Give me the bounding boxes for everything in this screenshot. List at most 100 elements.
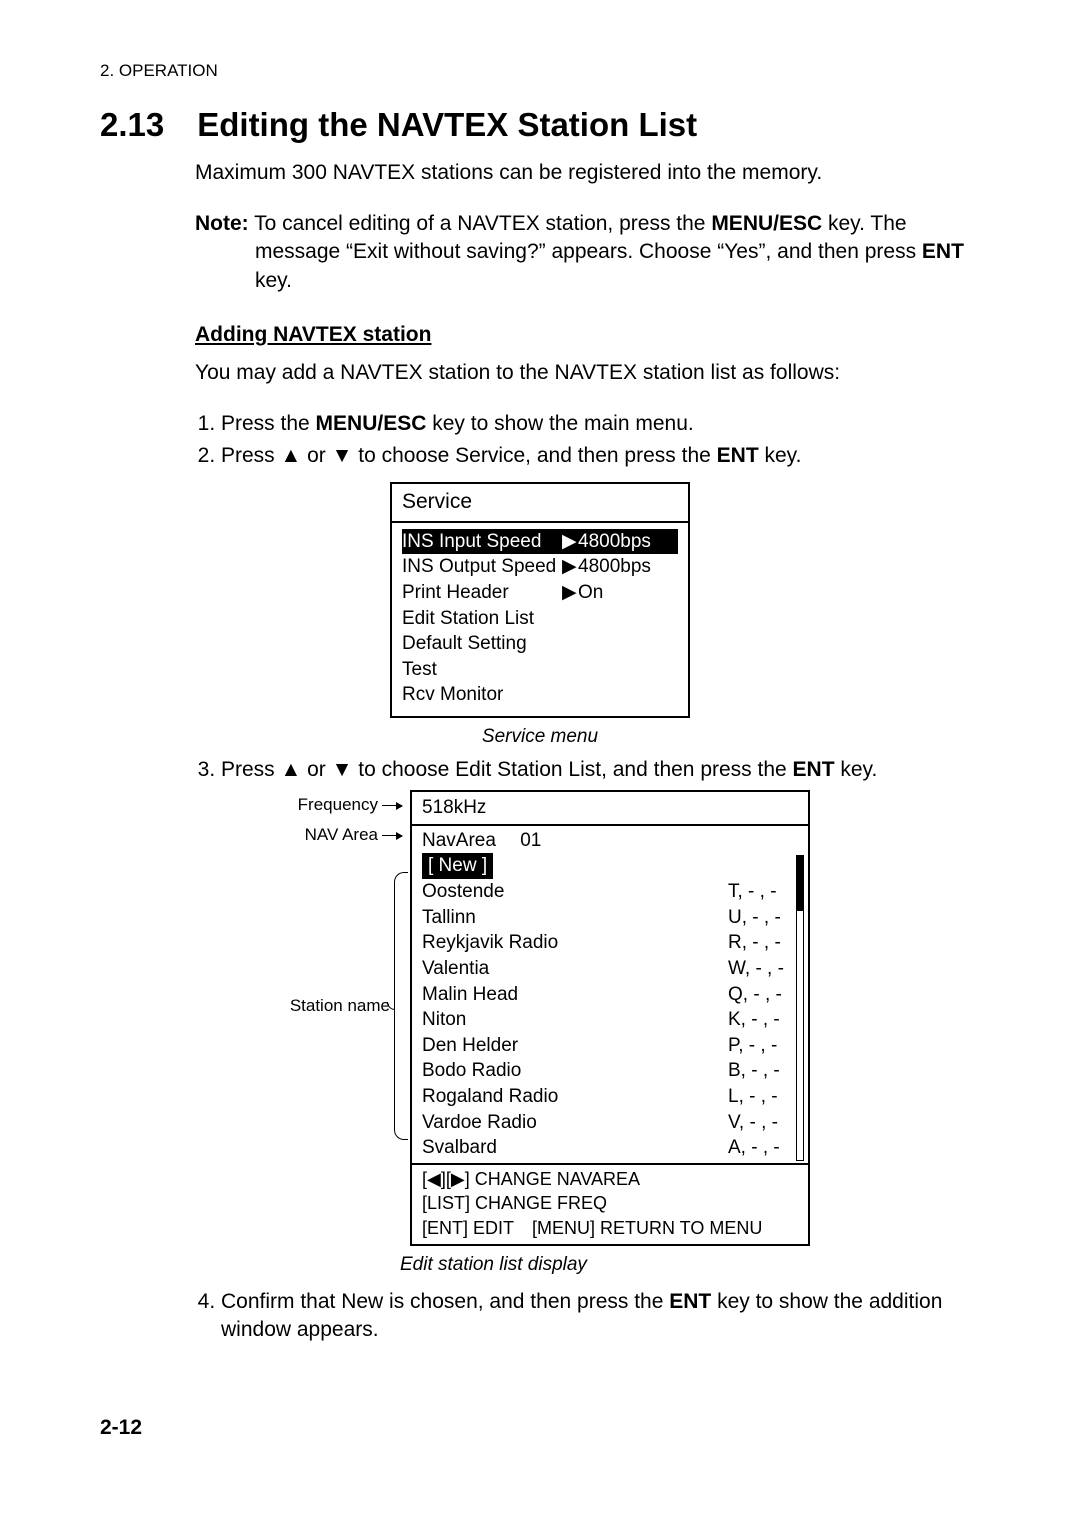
esl-foot-line3: [ENT] EDIT [MENU] RETURN TO MENU xyxy=(422,1216,798,1240)
menu-row-value xyxy=(578,682,678,708)
service-menu-row: Default Setting xyxy=(402,631,678,657)
menu-row-label: Print Header xyxy=(402,580,562,606)
page-number: 2-12 xyxy=(100,1414,980,1442)
step4-text-a: Confirm that New is chosen, and then pre… xyxy=(221,1290,669,1313)
esl-caption: Edit station list display xyxy=(400,1252,980,1278)
menu-row-arrow-icon xyxy=(562,682,578,708)
menu-row-value: On xyxy=(578,580,678,606)
label-navarea: NAV Area xyxy=(305,824,402,847)
service-menu-row: INS Output Speed▶4800bps xyxy=(402,554,678,580)
service-menu-body: INS Input Speed▶4800bpsINS Output Speed▶… xyxy=(392,529,688,716)
menu-row-value: 4800bps xyxy=(578,529,678,555)
arrow-icon xyxy=(382,805,402,806)
step4-key: ENT xyxy=(669,1290,711,1313)
edit-station-list-wrap: Frequency NAV Area Station name 518kHz N… xyxy=(100,790,980,1246)
adding-station-heading: Adding NAVTEX station xyxy=(195,321,980,349)
note-key-2: ENT xyxy=(922,240,964,263)
step-1: Press the MENU/ESC key to show the main … xyxy=(221,410,980,438)
edit-station-list-box: 518kHz NavArea 01 [ New ] OostendeT, - ,… xyxy=(410,790,810,1246)
station-name: Malin Head xyxy=(422,982,728,1008)
section-title: 2.13 Editing the NAVTEX Station List xyxy=(100,103,980,148)
station-row: Den HelderP, - , - xyxy=(422,1033,798,1059)
station-code: K, - , - xyxy=(728,1007,798,1033)
station-name: Oostende xyxy=(422,879,728,905)
arrow-icon xyxy=(382,835,402,836)
menu-row-arrow-icon: ▶ xyxy=(562,529,578,555)
menu-row-arrow-icon xyxy=(562,631,578,657)
station-code: P, - , - xyxy=(728,1033,798,1059)
page-header: 2. OPERATION xyxy=(100,60,980,83)
station-row: Vardoe RadioV, - , - xyxy=(422,1110,798,1136)
service-menu-row: Edit Station List xyxy=(402,606,678,632)
station-name: Svalbard xyxy=(422,1135,728,1161)
esl-footer: [◀][▶] CHANGE NAVAREA [LIST] CHANGE FREQ… xyxy=(412,1163,808,1244)
scrollbar xyxy=(796,855,804,1161)
station-row: ValentiaW, - , - xyxy=(422,956,798,982)
menu-row-label: INS Input Speed xyxy=(402,529,562,555)
step-2: Press ▲ or ▼ to choose Service, and then… xyxy=(221,442,980,470)
note-text-1: To cancel editing of a NAVTEX station, p… xyxy=(249,212,712,235)
service-menu-row: Print Header▶On xyxy=(402,580,678,606)
esl-navarea: NavArea 01 xyxy=(412,826,808,854)
service-menu-row: Rcv Monitor xyxy=(402,682,678,708)
esl-foot-line2: [LIST] CHANGE FREQ xyxy=(422,1191,798,1215)
menu-row-arrow-icon xyxy=(562,657,578,683)
label-station-name: Station name xyxy=(290,995,390,1018)
step1-text-b: key to show the main menu. xyxy=(426,412,693,435)
station-code: R, - , - xyxy=(728,930,798,956)
station-row: Malin HeadQ, - , - xyxy=(422,982,798,1008)
esl-foot-line1: [◀][▶] CHANGE NAVAREA xyxy=(422,1167,798,1191)
station-name: Den Helder xyxy=(422,1033,728,1059)
step-4: Confirm that New is chosen, and then pre… xyxy=(221,1288,980,1345)
station-row: Rogaland RadioL, - , - xyxy=(422,1084,798,1110)
service-menu-caption: Service menu xyxy=(100,724,980,750)
station-row: OostendeT, - , - xyxy=(422,879,798,905)
note-key-1: MENU/ESC xyxy=(711,212,822,235)
adding-station-intro: You may add a NAVTEX station to the NAVT… xyxy=(195,359,980,387)
station-code: A, - , - xyxy=(728,1135,798,1161)
station-row: NitonK, - , - xyxy=(422,1007,798,1033)
menu-row-label: Test xyxy=(402,657,562,683)
steps-list-cont: Press ▲ or ▼ to choose Edit Station List… xyxy=(195,756,980,784)
menu-row-arrow-icon: ▶ xyxy=(562,580,578,606)
station-name: Niton xyxy=(422,1007,728,1033)
brace-icon xyxy=(394,872,408,1140)
step1-key: MENU/ESC xyxy=(316,412,427,435)
esl-left-labels: Frequency NAV Area Station name xyxy=(270,790,410,1246)
scrollbar-thumb xyxy=(797,856,803,911)
note-label: Note: xyxy=(195,212,249,235)
steps-list: Press the MENU/ESC key to show the main … xyxy=(195,410,980,471)
station-row: TallinnU, - , - xyxy=(422,905,798,931)
menu-row-arrow-icon xyxy=(562,606,578,632)
step1-text-a: Press the xyxy=(221,412,316,435)
station-code: U, - , - xyxy=(728,905,798,931)
service-menu-row: Test xyxy=(402,657,678,683)
station-name: Reykjavik Radio xyxy=(422,930,728,956)
esl-new-item: [ New ] xyxy=(422,853,493,879)
station-code: T, - , - xyxy=(728,879,798,905)
menu-row-value xyxy=(578,631,678,657)
station-name: Bodo Radio xyxy=(422,1058,728,1084)
step-3: Press ▲ or ▼ to choose Edit Station List… xyxy=(221,756,980,784)
station-row: Bodo RadioB, - , - xyxy=(422,1058,798,1084)
step3-text-b: key. xyxy=(835,758,878,781)
station-code: V, - , - xyxy=(728,1110,798,1136)
label-frequency: Frequency xyxy=(298,794,402,817)
station-code: L, - , - xyxy=(728,1084,798,1110)
station-row: SvalbardA, - , - xyxy=(422,1135,798,1161)
station-code: W, - , - xyxy=(728,956,798,982)
step2-text-b: key. xyxy=(759,444,802,467)
steps-list-cont2: Confirm that New is chosen, and then pre… xyxy=(195,1288,980,1345)
menu-row-arrow-icon: ▶ xyxy=(562,554,578,580)
station-name: Tallinn xyxy=(422,905,728,931)
note-block: Note: To cancel editing of a NAVTEX stat… xyxy=(195,210,980,295)
menu-row-value xyxy=(578,657,678,683)
menu-row-label: Default Setting xyxy=(402,631,562,657)
menu-row-value xyxy=(578,606,678,632)
step3-text-a: Press ▲ or ▼ to choose Edit Station List… xyxy=(221,758,793,781)
station-name: Valentia xyxy=(422,956,728,982)
note-text-3: key. xyxy=(255,269,292,292)
service-menu-row: INS Input Speed▶4800bps xyxy=(402,529,678,555)
esl-station-list: [ New ] OostendeT, - , -TallinnU, - , -R… xyxy=(412,853,808,1163)
station-code: B, - , - xyxy=(728,1058,798,1084)
